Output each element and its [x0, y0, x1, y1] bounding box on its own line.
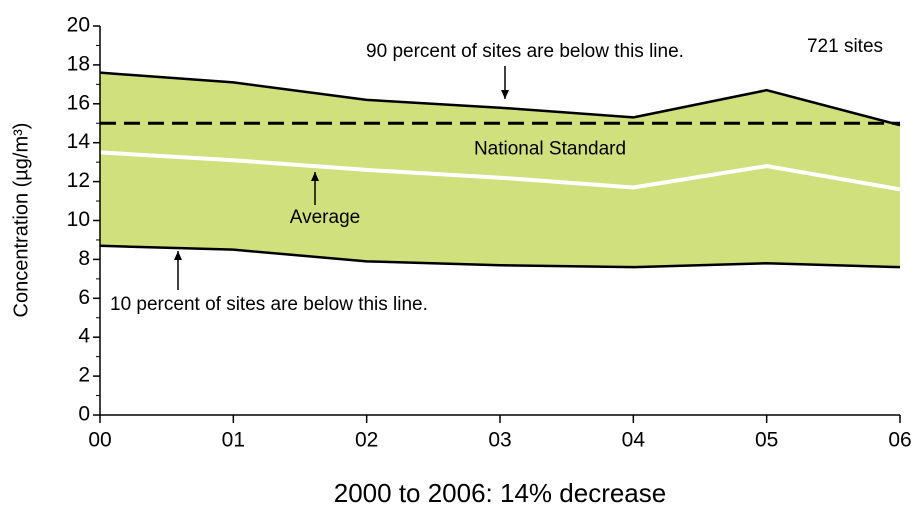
- series-line: [99, 150, 901, 192]
- y-tick-label: 18: [67, 52, 90, 75]
- x-tick-label: 02: [355, 429, 378, 452]
- y-tick-label: 12: [67, 169, 90, 192]
- y-tick-label: 10: [67, 208, 90, 231]
- x-tick-label: 00: [88, 429, 111, 452]
- y-tick-label: 8: [78, 247, 90, 270]
- x-tick-label: 03: [488, 429, 511, 452]
- series-line: [99, 244, 901, 269]
- x-tick-label: 01: [222, 429, 245, 452]
- y-tick-label: 4: [78, 325, 90, 348]
- y-tick-label: 20: [67, 14, 90, 37]
- band-area: [100, 72, 900, 268]
- y-tick-label: 0: [78, 403, 90, 426]
- x-tick-label: 05: [755, 429, 778, 452]
- y-tick-label: 6: [78, 286, 90, 309]
- y-tick-label: 2: [78, 364, 90, 387]
- arrow-head: [174, 251, 182, 260]
- annotation: 10 percent of sites are below this line.: [110, 294, 428, 315]
- annotation: 90 percent of sites are below this line.: [366, 41, 684, 62]
- arrow-head: [501, 90, 509, 99]
- series-line: [99, 71, 901, 127]
- chart-title: 2000 to 2006: 14% decrease: [334, 478, 666, 508]
- annotation: 721 sites: [807, 36, 883, 57]
- y-axis-label: Concentration (µg/m³): [10, 123, 32, 318]
- y-tick-label: 14: [67, 130, 91, 153]
- reference-label: National Standard: [474, 138, 626, 159]
- y-tick-label: 16: [67, 91, 90, 114]
- x-tick-label: 04: [622, 429, 646, 452]
- annotation: Average: [290, 207, 360, 228]
- arrow-head: [311, 172, 319, 181]
- x-tick-label: 06: [888, 429, 911, 452]
